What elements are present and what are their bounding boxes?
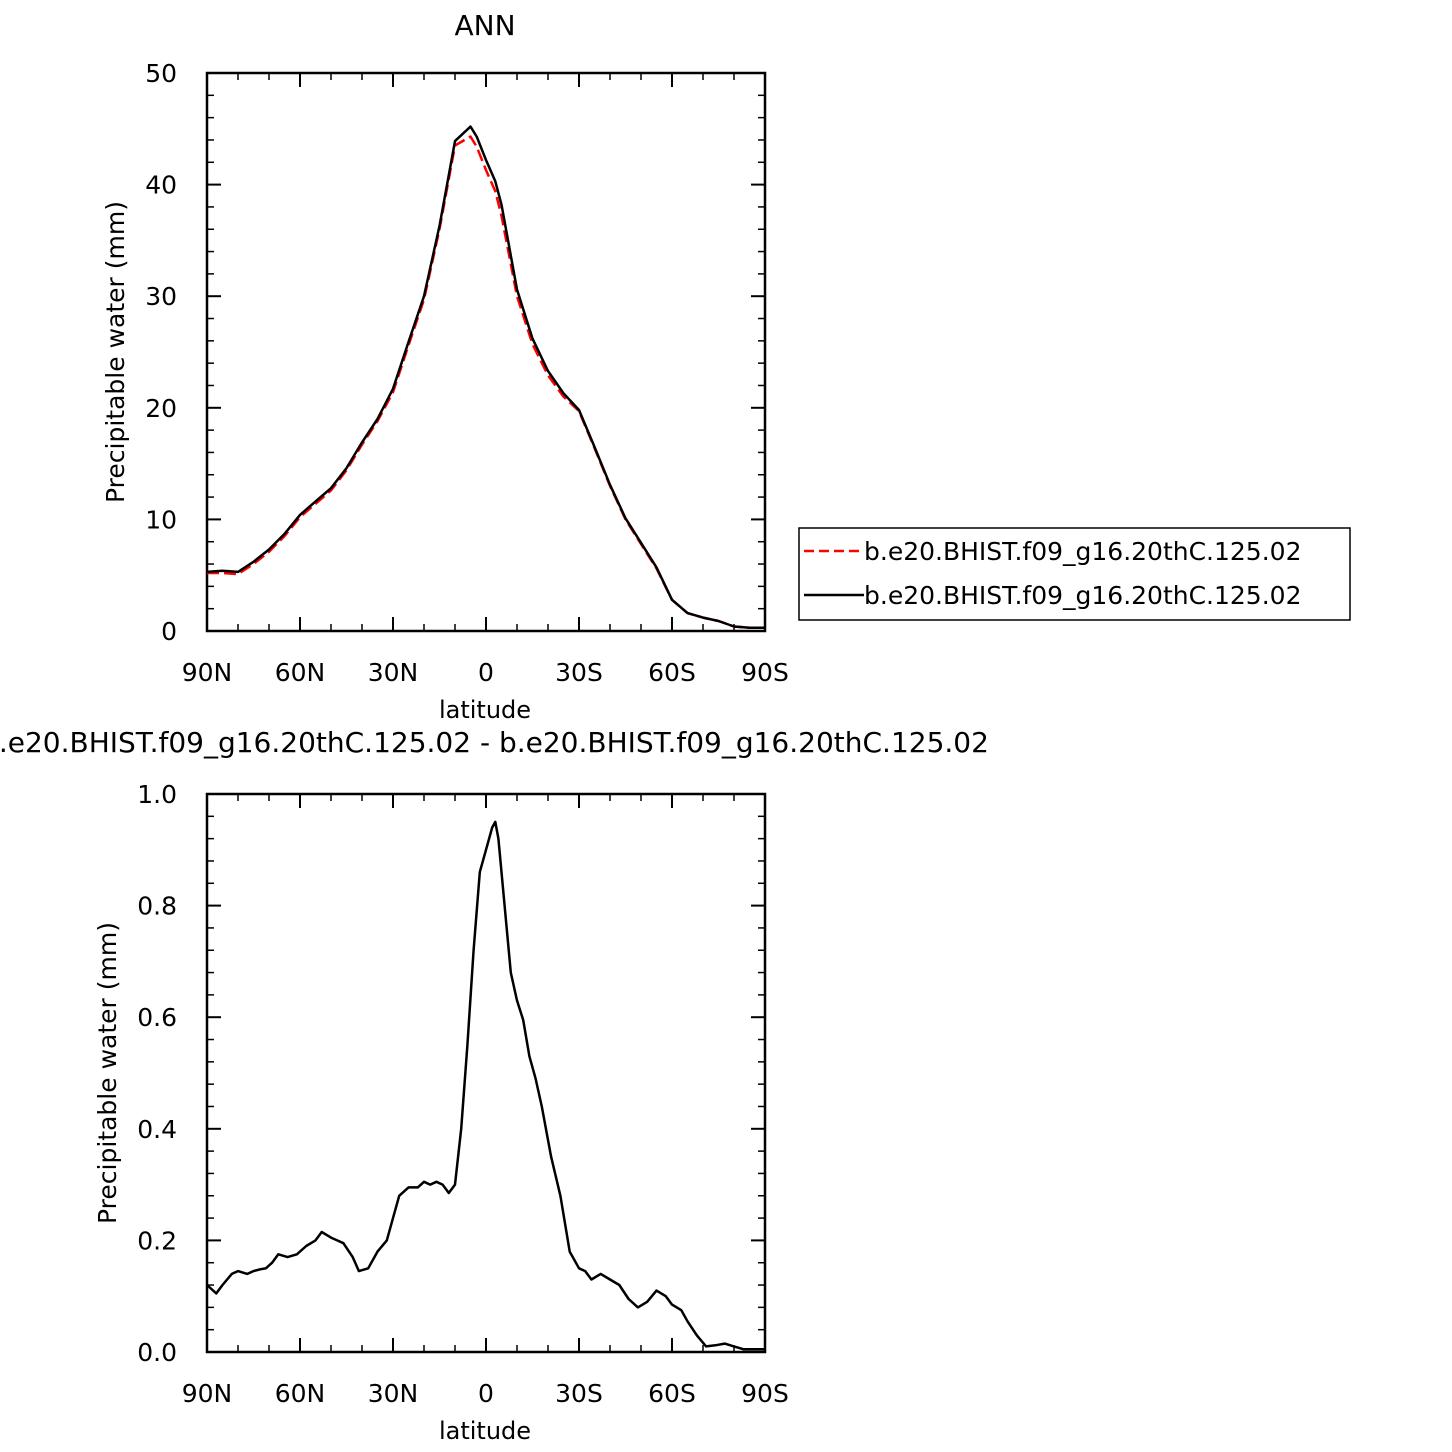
x-tick-label: 60S xyxy=(648,1379,696,1408)
bottom-panel: b.e20.BHIST.f09_g16.20thC.125.02 - b.e20… xyxy=(0,726,989,1445)
y-tick-label: 10 xyxy=(145,505,177,534)
x-tick-label: 60N xyxy=(275,658,326,687)
legend-box xyxy=(798,527,1351,621)
bottom-y-axis-label: Precipitable water (mm) xyxy=(93,922,122,1224)
y-tick-label: 40 xyxy=(145,171,177,200)
x-tick-label: 90S xyxy=(741,658,789,687)
y-tick-label: 0.0 xyxy=(137,1338,177,1367)
top-series-lines xyxy=(206,125,765,629)
legend: b.e20.BHIST.f09_g16.20thC.125.02 b.e20.B… xyxy=(798,527,1351,621)
y-tick-label: 30 xyxy=(145,282,177,311)
x-tick-label: 30S xyxy=(555,1379,603,1408)
top-panel: ANN 0 10 20 30 40 50 90N 60N 30N 0 30S 60S 90S lati… xyxy=(101,9,789,724)
top-x-axis-label: latitude xyxy=(439,696,531,724)
series-line-1 xyxy=(206,820,765,1351)
legend-entry-1: b.e20.BHIST.f09_g16.20thC.125.02 xyxy=(864,537,1301,566)
bottom-ticks xyxy=(206,793,766,1353)
series-line-2 xyxy=(206,125,765,629)
legend-entry-2: b.e20.BHIST.f09_g16.20thC.125.02 xyxy=(864,581,1301,610)
y-tick-label: 0.8 xyxy=(137,892,177,921)
bottom-plot-frame xyxy=(205,792,767,1354)
x-tick-label: 30N xyxy=(368,658,419,687)
bottom-y-tick-labels: 0.0 0.2 0.4 0.6 0.8 1.0 xyxy=(137,780,177,1367)
top-y-axis-label: Precipitable water (mm) xyxy=(101,201,130,503)
top-x-tick-labels: 90N 60N 30N 0 30S 60S 90S xyxy=(182,658,789,687)
x-tick-label: 30N xyxy=(368,1379,419,1408)
x-tick-label: 30S xyxy=(555,658,603,687)
x-tick-label: 90N xyxy=(182,1379,233,1408)
y-tick-label: 1.0 xyxy=(137,780,177,809)
top-title: ANN xyxy=(454,9,515,42)
y-tick-label: 0.4 xyxy=(137,1115,177,1144)
bottom-series-lines xyxy=(206,820,765,1351)
top-y-tick-labels: 0 10 20 30 40 50 xyxy=(145,59,177,646)
y-tick-label: 50 xyxy=(145,59,177,88)
y-tick-label: 0.2 xyxy=(137,1226,177,1255)
x-tick-label: 0 xyxy=(478,658,494,687)
bottom-x-tick-labels: 90N 60N 30N 0 30S 60S 90S xyxy=(182,1379,789,1408)
x-tick-label: 90S xyxy=(741,1379,789,1408)
x-tick-label: 60S xyxy=(648,658,696,687)
y-tick-label: 20 xyxy=(145,394,177,423)
x-tick-label: 90N xyxy=(182,658,233,687)
bottom-x-axis-label: latitude xyxy=(439,1417,531,1445)
series-line-1 xyxy=(207,135,765,629)
x-tick-label: 0 xyxy=(478,1379,494,1408)
y-tick-label: 0.6 xyxy=(137,1003,177,1032)
x-tick-label: 60N xyxy=(275,1379,326,1408)
y-tick-label: 0 xyxy=(161,617,177,646)
bottom-title: b.e20.BHIST.f09_g16.20thC.125.02 - b.e20… xyxy=(0,726,989,759)
top-ticks xyxy=(206,72,766,632)
